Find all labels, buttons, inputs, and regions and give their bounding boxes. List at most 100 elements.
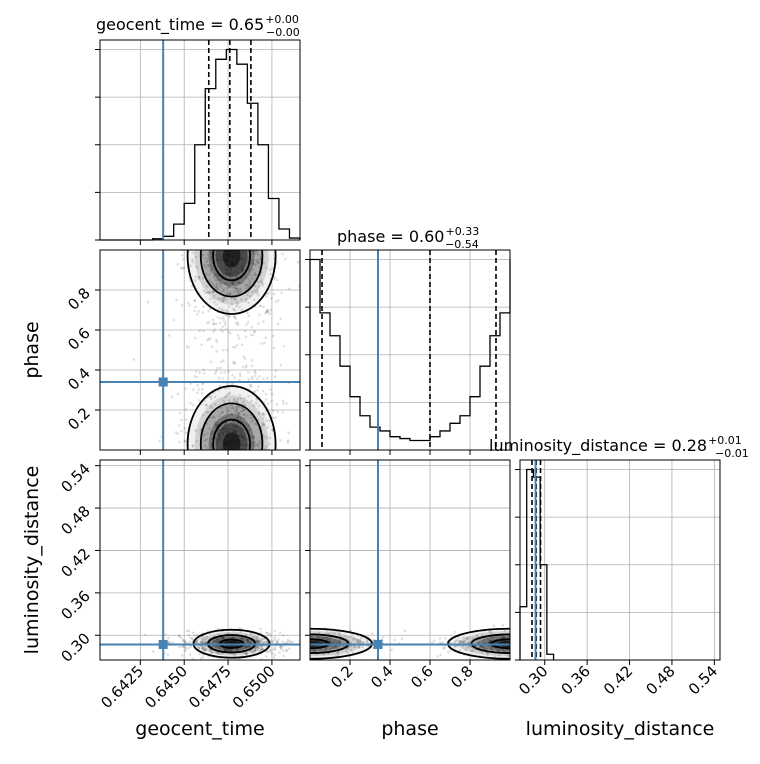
sample-point <box>194 247 197 250</box>
sample-point <box>523 645 526 648</box>
xtick-label-phase: 0.2 <box>327 662 357 692</box>
sample-point <box>257 322 260 325</box>
sample-point <box>213 241 216 244</box>
sample-point <box>285 641 289 644</box>
sample-point <box>470 649 473 653</box>
sample-point <box>226 640 229 643</box>
sample-point <box>235 400 238 403</box>
sample-point <box>232 466 235 469</box>
sample-point <box>261 422 264 425</box>
sample-point <box>256 640 260 643</box>
sample-point <box>223 423 227 427</box>
sample-point <box>264 392 268 396</box>
sample-point <box>228 315 232 319</box>
sample-point <box>264 467 267 470</box>
sample-point <box>203 637 207 641</box>
sample-point <box>523 641 526 644</box>
sample-point <box>236 222 239 225</box>
sample-point <box>262 452 265 455</box>
sample-point <box>215 258 219 261</box>
sample-point <box>245 283 249 287</box>
sample-point <box>598 636 601 639</box>
sample-point <box>331 646 334 650</box>
sample-point <box>230 406 234 410</box>
sample-point <box>217 639 221 643</box>
sample-point <box>251 635 255 639</box>
sample-point <box>226 392 230 396</box>
sample-point <box>453 645 457 648</box>
sample-point <box>322 635 326 639</box>
sample-point <box>489 646 493 650</box>
sample-point <box>485 647 488 651</box>
sample-point <box>238 252 242 255</box>
sample-point <box>242 407 246 411</box>
sample-point <box>257 640 261 643</box>
sample-point <box>272 292 276 296</box>
sample-point <box>301 643 304 646</box>
sample-point <box>233 462 236 465</box>
sample-point <box>196 244 199 247</box>
sample-point <box>227 255 231 258</box>
sample-point <box>296 638 299 641</box>
sample-point <box>328 639 332 642</box>
sample-point <box>229 437 233 440</box>
sample-point <box>254 273 257 277</box>
sample-point <box>215 639 219 642</box>
sample-point <box>226 254 229 257</box>
sample-point <box>306 646 309 649</box>
sample-point <box>521 640 524 643</box>
sample-point <box>526 644 529 647</box>
sample-point <box>228 275 232 279</box>
sample-point <box>210 281 214 285</box>
sample-point <box>253 650 256 653</box>
sample-point <box>266 310 270 314</box>
sample-point <box>215 340 218 344</box>
sample-point <box>194 370 198 373</box>
sample-point <box>208 268 212 272</box>
sample-point <box>193 375 196 378</box>
sample-point <box>400 637 404 641</box>
sample-point <box>233 443 236 447</box>
sample-point <box>257 640 260 643</box>
sample-point <box>281 252 284 256</box>
sample-point <box>143 633 147 637</box>
sample-point <box>241 281 244 285</box>
sample-point <box>266 632 269 635</box>
sample-point <box>237 473 240 476</box>
sample-point <box>503 636 506 639</box>
sample-point <box>256 252 259 256</box>
sample-point <box>271 640 275 643</box>
sample-point <box>230 446 234 450</box>
sample-point <box>250 420 253 423</box>
sample-point <box>228 245 231 248</box>
sample-point <box>236 415 240 419</box>
sample-point <box>244 443 248 447</box>
sample-point <box>217 422 220 425</box>
sample-point <box>235 344 239 347</box>
sample-point <box>217 252 221 256</box>
sample-point <box>226 430 230 434</box>
sample-point <box>189 264 192 268</box>
sample-point <box>282 451 285 454</box>
sample-point <box>176 198 179 201</box>
sample-point <box>197 275 200 279</box>
sample-point <box>244 647 247 650</box>
sample-point <box>497 649 501 652</box>
sample-point <box>495 647 499 651</box>
sample-point <box>225 268 228 271</box>
sample-point <box>231 373 234 377</box>
sample-point <box>190 461 193 464</box>
sample-point <box>305 640 308 643</box>
sample-point <box>178 440 181 444</box>
sample-point <box>249 633 252 637</box>
sample-point <box>238 282 241 286</box>
sample-point <box>339 641 342 644</box>
sample-point <box>170 395 174 399</box>
sample-point <box>201 253 205 257</box>
sample-point <box>288 639 292 643</box>
sample-point <box>390 648 393 652</box>
sample-point <box>191 445 195 448</box>
sample-point <box>235 287 239 290</box>
sample-point <box>225 415 229 419</box>
sample-point <box>501 636 504 640</box>
